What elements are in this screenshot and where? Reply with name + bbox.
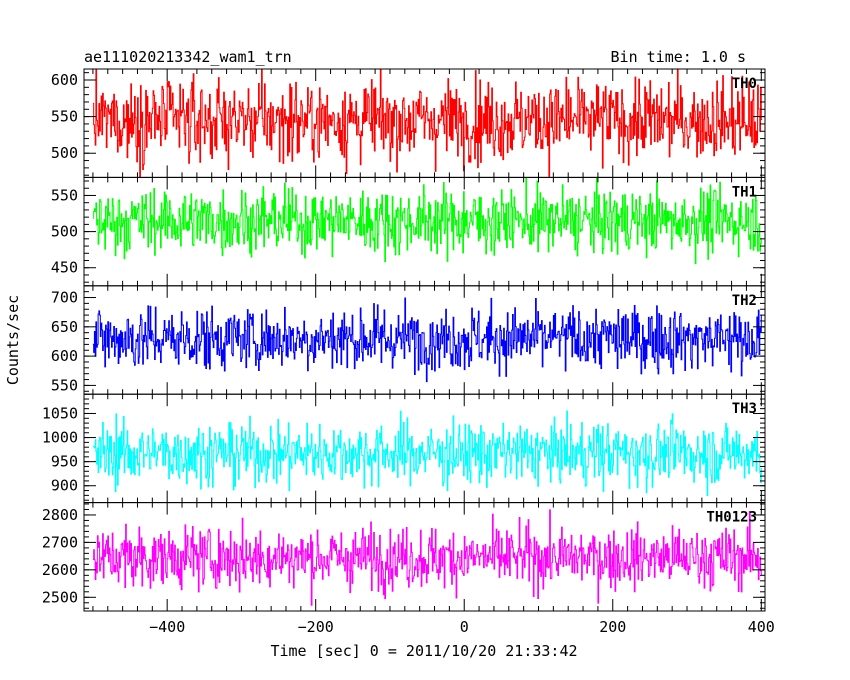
panel-th1: 450 500 550 TH1 [51,176,766,287]
panel-label-th1: TH1 [732,184,757,200]
y-tick-label: 900 [51,477,78,495]
y-tick-label: 450 [51,259,78,277]
panel-label-th0: TH0 [732,76,757,92]
panels-group: 500 550 600 TH0 450 500 550 TH1 550 600 650 700 TH2 9… [42,68,766,612]
x-tick-label: 200 [599,618,626,636]
x-tick-label: −400 [149,618,185,636]
y-tick-label: 600 [51,71,78,89]
y-tick-label: 600 [51,347,78,365]
panel-label-th3: TH3 [732,401,757,417]
y-tick-label: 650 [51,318,78,336]
panel-th0123: 2500 2600 2700 2800 TH0123 [42,502,766,612]
y-tick-label: 700 [51,289,78,307]
panel-th0: 500 550 600 TH0 [51,68,766,178]
y-tick-label: 550 [51,108,78,126]
y-tick-label: 2800 [42,506,78,524]
x-tick-label: 400 [748,618,775,636]
y-tick-label: 2700 [42,533,78,551]
y-tick-label: 2600 [42,561,78,579]
chart-title: ae111020213342_wam1_trn [84,48,292,66]
y-tick-label: 1050 [42,404,78,422]
y-tick-label: 550 [51,186,78,204]
panel-label-th0123: TH0123 [706,510,757,526]
series-line-th0 [92,69,763,178]
y-tick-label: 1000 [42,429,78,447]
panel-th2: 550 600 650 700 TH2 [51,285,766,395]
bin-time-label: Bin time: 1.0 s [611,48,746,66]
panel-frame [83,502,766,612]
y-tick-label: 950 [51,453,78,471]
y-axis-label: Counts/sec [4,295,22,385]
y-tick-label: 500 [51,144,78,162]
y-tick-label: 500 [51,223,78,241]
x-tick-label: 0 [460,618,469,636]
x-axis-label: Time [sec] 0 = 2011/10/20 21:33:42 [270,642,577,660]
x-tick-label: −200 [298,618,334,636]
series-line-th2 [92,297,763,383]
x-axis: −400 −200 0 200 400 [149,618,775,636]
panel-label-th2: TH2 [732,293,757,309]
y-tick-label: 550 [51,376,78,394]
series-line-th3 [92,410,763,496]
series-line-th0123 [92,509,763,606]
panel-th3: 900 950 1000 1050 TH3 [42,393,766,504]
y-tick-label: 2500 [42,588,78,606]
series-line-th1 [92,177,763,265]
